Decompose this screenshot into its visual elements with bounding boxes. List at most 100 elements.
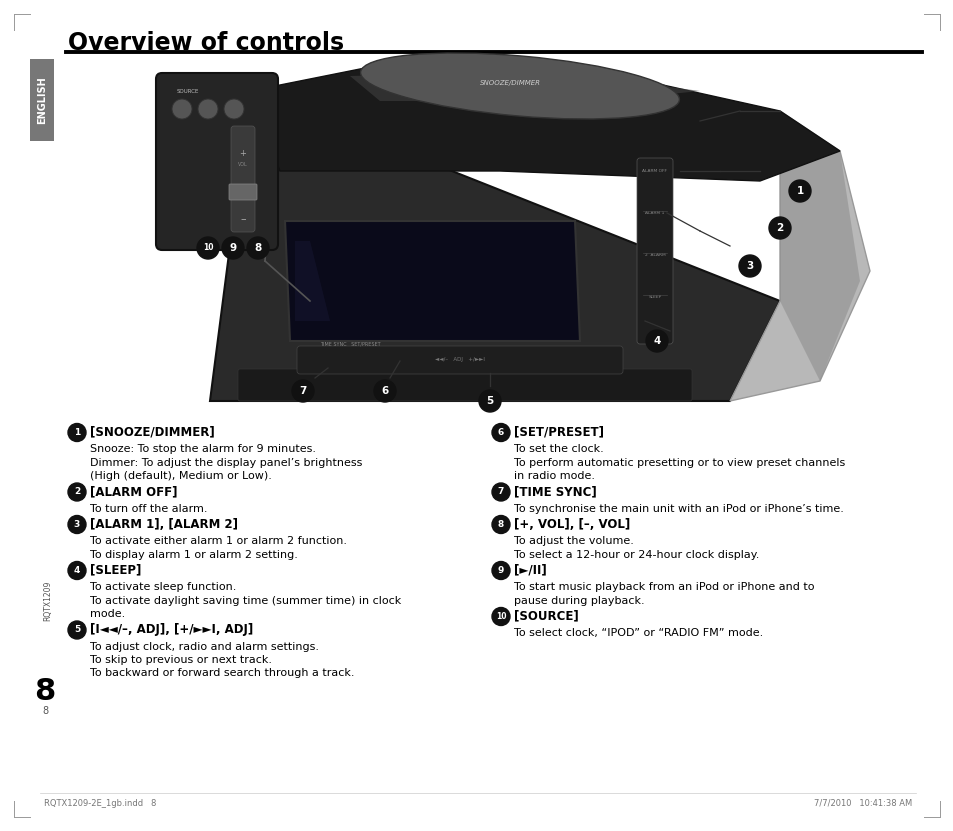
Text: 8: 8 (497, 520, 503, 529)
Text: [ALARM 1], [ALARM 2]: [ALARM 1], [ALARM 2] (90, 518, 237, 530)
Text: pause during playback.: pause during playback. (514, 596, 644, 606)
FancyBboxPatch shape (229, 184, 256, 200)
Text: SNOOZE/DIMMER: SNOOZE/DIMMER (479, 80, 540, 86)
Text: Snooze: To stop the alarm for 9 minutes.: Snooze: To stop the alarm for 9 minutes. (90, 444, 315, 454)
Text: To activate either alarm 1 or alarm 2 function.: To activate either alarm 1 or alarm 2 fu… (90, 536, 347, 546)
Text: 7: 7 (497, 488, 503, 496)
Text: [I◄◄/–, ADJ], [+/►►I, ADJ]: [I◄◄/–, ADJ], [+/►►I, ADJ] (90, 623, 253, 636)
Text: To perform automatic presetting or to view preset channels: To perform automatic presetting or to vi… (514, 458, 844, 468)
Circle shape (374, 380, 395, 402)
Circle shape (492, 424, 510, 441)
Text: 7/7/2010   10:41:38 AM: 7/7/2010 10:41:38 AM (813, 799, 911, 808)
Text: 10: 10 (496, 612, 506, 621)
Circle shape (68, 424, 86, 441)
Text: 3: 3 (73, 520, 80, 529)
Text: To backward or forward search through a track.: To backward or forward search through a … (90, 668, 355, 678)
Circle shape (292, 380, 314, 402)
Text: Overview of controls: Overview of controls (68, 31, 344, 55)
Text: [ALARM OFF]: [ALARM OFF] (90, 485, 177, 498)
Text: +: + (239, 150, 246, 159)
Text: mode.: mode. (90, 609, 125, 619)
Text: 10: 10 (203, 243, 213, 253)
Text: [SLEEP]: [SLEEP] (90, 563, 141, 577)
Text: To adjust the volume.: To adjust the volume. (514, 536, 633, 546)
Text: 6: 6 (381, 386, 388, 396)
Polygon shape (250, 61, 840, 181)
Text: To display alarm 1 or alarm 2 setting.: To display alarm 1 or alarm 2 setting. (90, 549, 297, 559)
Text: 2: 2 (73, 488, 80, 496)
FancyBboxPatch shape (156, 73, 277, 250)
Text: RQTX1209: RQTX1209 (44, 581, 52, 622)
Circle shape (739, 255, 760, 277)
Text: To skip to previous or next track.: To skip to previous or next track. (90, 655, 272, 665)
Text: 9: 9 (230, 243, 236, 253)
Text: 7: 7 (299, 386, 306, 396)
Circle shape (492, 483, 510, 501)
Text: To start music playback from an iPod or iPhone and to: To start music playback from an iPod or … (514, 582, 814, 592)
Circle shape (68, 515, 86, 534)
FancyBboxPatch shape (30, 59, 54, 141)
FancyBboxPatch shape (237, 369, 691, 401)
Polygon shape (729, 111, 869, 401)
Text: To select a 12-hour or 24-hour clock display.: To select a 12-hour or 24-hour clock dis… (514, 549, 759, 559)
Text: 9: 9 (497, 566, 503, 575)
Text: –: – (240, 214, 246, 224)
Text: (High (default), Medium or Low).: (High (default), Medium or Low). (90, 471, 272, 481)
Text: Dimmer: To adjust the display panel’s brightness: Dimmer: To adjust the display panel’s br… (90, 458, 362, 468)
Circle shape (478, 390, 500, 412)
Text: 4: 4 (73, 566, 80, 575)
Text: 1: 1 (73, 428, 80, 437)
Circle shape (788, 180, 810, 202)
Circle shape (68, 483, 86, 501)
Text: To activate sleep function.: To activate sleep function. (90, 582, 236, 592)
Text: RQTX1209-2E_1gb.indd   8: RQTX1209-2E_1gb.indd 8 (44, 799, 156, 808)
Circle shape (492, 515, 510, 534)
Circle shape (68, 621, 86, 639)
Text: [SOURCE]: [SOURCE] (514, 609, 578, 622)
Text: To turn off the alarm.: To turn off the alarm. (90, 504, 208, 514)
Text: VOL: VOL (238, 161, 248, 166)
Circle shape (68, 562, 86, 579)
FancyBboxPatch shape (296, 346, 622, 374)
Text: 6: 6 (497, 428, 503, 437)
Circle shape (645, 330, 667, 352)
Polygon shape (350, 71, 700, 101)
Circle shape (198, 99, 218, 119)
Text: [SET/PRESET]: [SET/PRESET] (514, 425, 603, 439)
Text: 5: 5 (486, 396, 493, 406)
Circle shape (247, 237, 269, 259)
Text: in radio mode.: in radio mode. (514, 471, 595, 481)
Polygon shape (780, 111, 859, 381)
Text: [►/II]: [►/II] (514, 563, 546, 577)
Text: 2: 2 (776, 223, 782, 233)
Circle shape (492, 607, 510, 626)
Polygon shape (294, 241, 330, 321)
Text: To adjust clock, radio and alarm settings.: To adjust clock, radio and alarm setting… (90, 642, 318, 652)
Text: To set the clock.: To set the clock. (514, 444, 603, 454)
Text: ENGLISH: ENGLISH (37, 76, 47, 124)
Text: [+, VOL], [–, VOL]: [+, VOL], [–, VOL] (514, 518, 630, 530)
Text: SLEEP: SLEEP (648, 295, 661, 299)
Text: 1: 1 (796, 186, 802, 196)
FancyBboxPatch shape (231, 126, 254, 232)
Text: To synchronise the main unit with an iPod or iPhone’s time.: To synchronise the main unit with an iPo… (514, 504, 843, 514)
Text: 8: 8 (254, 243, 261, 253)
Text: [TIME SYNC]: [TIME SYNC] (514, 485, 597, 498)
Circle shape (492, 562, 510, 579)
Text: 8: 8 (34, 676, 55, 706)
Text: ◄◄/–   ADJ   +/►►I: ◄◄/– ADJ +/►►I (435, 357, 484, 362)
Circle shape (222, 237, 244, 259)
Text: 5: 5 (73, 626, 80, 635)
Polygon shape (210, 91, 780, 401)
Circle shape (768, 217, 790, 239)
Circle shape (172, 99, 192, 119)
Text: ALARM OFF: ALARM OFF (641, 169, 667, 173)
Circle shape (196, 237, 219, 259)
Polygon shape (285, 221, 579, 341)
Ellipse shape (360, 53, 679, 119)
Text: ALARM 1: ALARM 1 (644, 211, 664, 215)
FancyBboxPatch shape (637, 158, 672, 344)
Text: To activate daylight saving time (summer time) in clock: To activate daylight saving time (summer… (90, 596, 401, 606)
Text: SOURCE: SOURCE (177, 89, 199, 94)
Text: TIME SYNC   SET/PRESET: TIME SYNC SET/PRESET (319, 342, 380, 347)
